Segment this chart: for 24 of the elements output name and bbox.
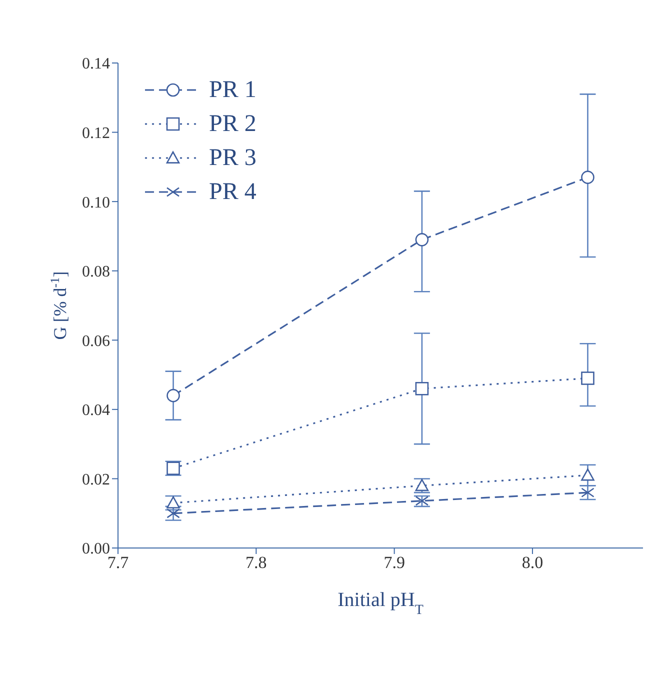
point — [581, 372, 594, 385]
point — [415, 382, 429, 396]
y-tick-label: 0.14 — [82, 56, 110, 73]
y-tick-label: 0.06 — [82, 332, 110, 350]
point — [581, 170, 594, 184]
y-tick-label: 0.00 — [82, 540, 110, 558]
legend-label: PR 2 — [209, 110, 256, 138]
y-tick-label: 0.10 — [82, 194, 110, 212]
y-tick-label: 0.02 — [82, 471, 110, 488]
x-tick-label: 7.8 — [246, 553, 267, 572]
x-tick-label: 8.0 — [522, 553, 544, 572]
legend-label: PR 1 — [209, 76, 256, 104]
x-tick-label: 7.7 — [107, 553, 130, 572]
point — [166, 508, 180, 518]
y-tick-label: 0.08 — [82, 264, 110, 281]
point — [166, 388, 180, 402]
y-tick-label: 0.04 — [82, 402, 110, 420]
point — [581, 468, 594, 481]
y-tick-label: 0.12 — [82, 124, 110, 142]
x-axis-title: Initial pH$_{T}$ — [338, 589, 424, 618]
legend-label: PR 3 — [209, 144, 256, 172]
x-tick-label: 7.9 — [384, 553, 405, 572]
legend-label: PR 4 — [209, 178, 256, 206]
point — [415, 233, 429, 246]
